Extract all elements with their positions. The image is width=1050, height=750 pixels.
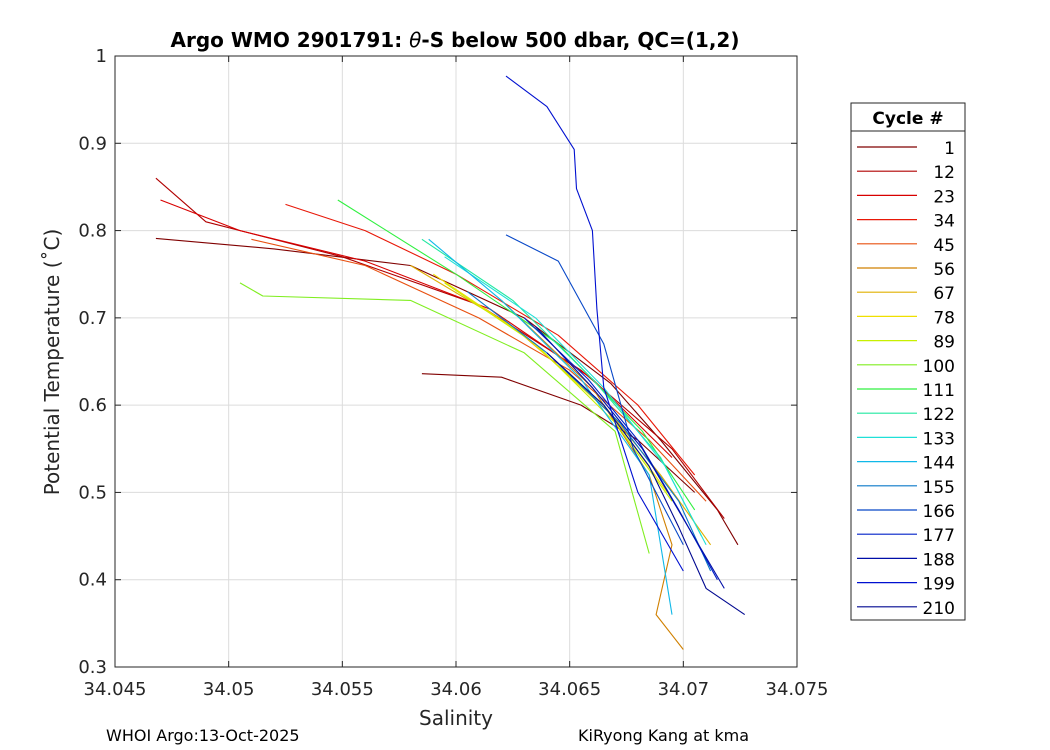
- series-line-cycle-45: [251, 238, 707, 502]
- x-tick-label: 34.055: [311, 679, 374, 700]
- footer-author: KiRyong Kang at kma: [578, 726, 750, 745]
- legend-label-155: 155: [923, 478, 955, 498]
- legend-label-23: 23: [933, 187, 955, 207]
- y-tick-label: 0.7: [78, 308, 107, 329]
- legend-label-166: 166: [923, 502, 955, 522]
- x-tick-label: 34.05: [203, 679, 255, 700]
- chart-title: Argo WMO 2901791: θ-S below 500 dbar, QC…: [171, 28, 740, 52]
- series-line-cycle-89: [444, 282, 673, 502]
- series-line-cycle-144: [428, 238, 673, 615]
- series-line-cycle-111: [337, 199, 696, 511]
- y-tick-label: 0.4: [78, 570, 107, 591]
- y-tick-label: 0.3: [78, 657, 107, 678]
- legend-label-210: 210: [923, 599, 955, 619]
- legend-label-144: 144: [923, 454, 955, 474]
- y-tick-label: 1: [96, 46, 107, 67]
- series-line-cycle-188: [535, 326, 725, 589]
- data-series-group: [155, 75, 746, 650]
- legend-label-199: 199: [923, 575, 955, 595]
- legend-label-34: 34: [933, 212, 955, 232]
- y-tick-label: 0.6: [78, 395, 107, 416]
- series-line-cycle-199: [505, 75, 684, 572]
- series-line-cycle-56: [501, 300, 684, 650]
- legend-label-78: 78: [933, 308, 955, 328]
- x-axis-label: Salinity: [419, 706, 493, 730]
- legend-label-67: 67: [933, 284, 955, 304]
- x-tick-label: 34.065: [538, 679, 601, 700]
- grid-lines: [115, 56, 797, 667]
- y-tick-label: 0.8: [78, 221, 107, 242]
- legend-items: 1 12 23 34 45 56 67 78 89 100 111 122 133 144 155 166 17…: [857, 139, 955, 619]
- legend-label-12: 12: [933, 163, 955, 183]
- series-line-cycle-155: [467, 291, 712, 572]
- legend-title: Cycle #: [872, 109, 943, 129]
- title-theta-symbol: θ: [409, 28, 421, 52]
- axis-ticks: 34.045 34.05 34.055 34.06 34.065 34.07 34.075 0…: [78, 46, 828, 700]
- legend-label-100: 100: [923, 357, 955, 377]
- y-tick-label: 0.5: [78, 482, 107, 503]
- legend-label-45: 45: [933, 236, 955, 256]
- y-axis-label: Potential Temperature (˚C): [40, 229, 64, 496]
- series-line-cycle-100: [239, 282, 650, 554]
- x-tick-label: 34.07: [658, 679, 710, 700]
- legend-label-133: 133: [923, 429, 955, 449]
- x-tick-label: 34.045: [84, 679, 147, 700]
- series-line-cycle-166: [505, 234, 684, 546]
- x-tick-label: 34.06: [430, 679, 482, 700]
- footer-source-date: WHOI Argo:13-Oct-2025: [106, 726, 300, 745]
- legend-label-111: 111: [923, 381, 955, 401]
- title-suffix: -S below 500 dbar, QC=(1,2): [421, 28, 739, 52]
- series-line-cycle-1b: [421, 373, 696, 493]
- legend-label-89: 89: [933, 333, 955, 353]
- y-tick-label: 0.9: [78, 133, 107, 154]
- legend-label-188: 188: [923, 550, 955, 570]
- series-line-cycle-34: [285, 203, 696, 476]
- series-line-cycle-210: [546, 352, 746, 616]
- title-prefix: Argo WMO 2901791:: [171, 28, 410, 52]
- legend: Cycle # 1 12 23 34 45 56 67 78 89 100 111 122 133 144…: [850, 102, 966, 621]
- legend-label-1: 1: [944, 139, 955, 159]
- legend-label-122: 122: [923, 405, 955, 425]
- legend-label-56: 56: [933, 260, 955, 280]
- x-tick-label: 34.075: [766, 679, 829, 700]
- legend-label-177: 177: [923, 526, 955, 546]
